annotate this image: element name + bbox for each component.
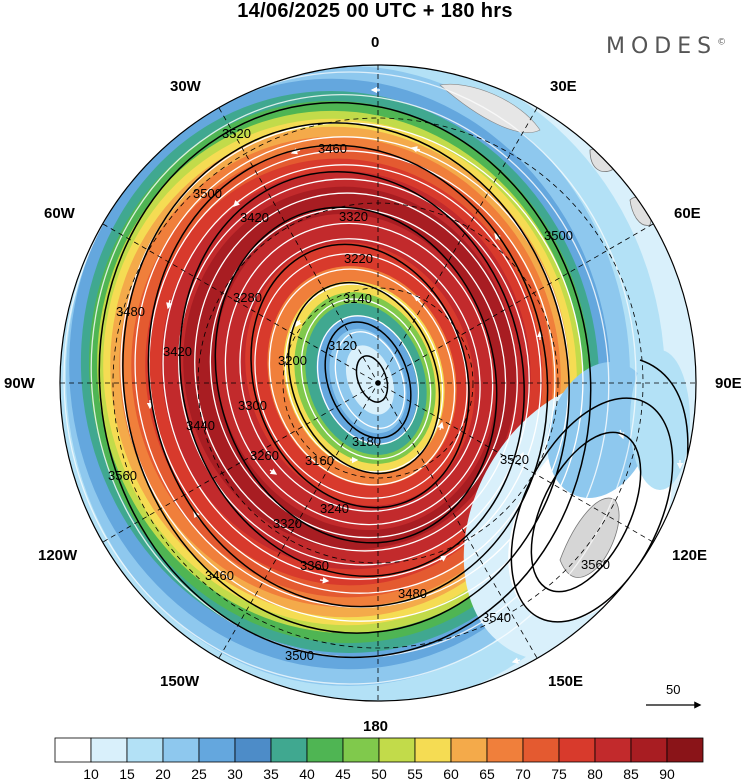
colorbar-swatch <box>270 737 308 763</box>
colorbar-swatch <box>486 737 524 763</box>
colorbar-tick-label: 40 <box>299 766 315 782</box>
contour-label: 3480 <box>116 304 145 319</box>
contour-label: 3360 <box>300 558 329 573</box>
colorbar-swatch <box>630 737 668 763</box>
contour-label: 3560 <box>581 557 610 572</box>
contour-label: 3420 <box>240 210 269 225</box>
lon-label-150e: 150E <box>548 673 584 690</box>
colorbar-tick-label: 60 <box>443 766 459 782</box>
reference-vector-arrow <box>646 701 702 709</box>
colorbar-swatch <box>378 737 416 763</box>
reference-vector-label: 50 <box>666 682 681 697</box>
colorbar-tick-label: 70 <box>515 766 531 782</box>
contour-label: 3460 <box>318 141 347 156</box>
lon-label-180: 180 <box>363 718 389 735</box>
contour-label: 3240 <box>320 501 349 516</box>
colorbar-swatch <box>594 737 632 763</box>
contour-label: 3540 <box>482 610 511 625</box>
contour-label: 3200 <box>278 353 307 368</box>
contour-label: 3520 <box>222 126 251 141</box>
lon-label-30w: 30W <box>170 78 201 95</box>
wind-streamlines <box>63 71 637 685</box>
lon-label-150w: 150W <box>160 673 200 690</box>
contour-label: 3440 <box>186 418 215 433</box>
colorbar-tick-label: 30 <box>227 766 243 782</box>
colorbar-tick-label: 10 <box>83 766 99 782</box>
contour-label: 3420 <box>163 344 192 359</box>
lon-label-90w: 90W <box>4 375 35 392</box>
colorbar-tick-label: 35 <box>263 766 279 782</box>
contour-label: 3520 <box>500 452 529 467</box>
colorbar-tick-label: 85 <box>623 766 639 782</box>
colorbar-tick-label: 90 <box>659 766 675 782</box>
colorbar-swatch <box>342 737 380 763</box>
contour-label: 3140 <box>343 291 372 306</box>
lon-label-30e: 30E <box>550 78 577 95</box>
colorbar-swatch <box>522 737 560 763</box>
lon-label-120e: 120E <box>672 547 708 564</box>
colorbar-swatch <box>234 737 272 763</box>
lon-label-120w: 120W <box>38 547 78 564</box>
graticule <box>60 65 696 701</box>
contour-label: 3180 <box>352 434 381 449</box>
colorbar-tick-label: 80 <box>587 766 603 782</box>
colorbar-swatch <box>90 737 128 763</box>
brand-logo: MODES© <box>606 34 726 59</box>
colorbar-swatch <box>162 737 200 763</box>
contour-label: 3120 <box>328 338 357 353</box>
contour-label: 3320 <box>273 516 302 531</box>
contour-label: 3500 <box>285 648 314 663</box>
colorbar-tick-label: 25 <box>191 766 207 782</box>
colorbar-swatch <box>450 737 488 763</box>
colorbar-swatch <box>666 737 704 763</box>
colorbar-swatch <box>54 737 92 763</box>
colorbar-swatch <box>558 737 596 763</box>
lon-label-60e: 60E <box>674 205 701 222</box>
contour-label-group: 3520 3460 3420 3320 3280 3500 3480 3420 … <box>108 126 610 663</box>
contour-label: 3300 <box>238 398 267 413</box>
contour-label: 3220 <box>344 251 373 266</box>
colorbar-tick-label: 45 <box>335 766 351 782</box>
colorbar-swatch <box>306 737 344 763</box>
lon-label-60w: 60W <box>44 205 75 222</box>
contour-label: 3460 <box>205 568 234 583</box>
brand-name: MODES <box>606 34 718 59</box>
contour-label: 3280 <box>233 290 262 305</box>
colorbar-tick-label: 75 <box>551 766 567 782</box>
colorbar-tick-label: 20 <box>155 766 171 782</box>
contour-label: 3500 <box>193 186 222 201</box>
contour-label: 3560 <box>108 468 137 483</box>
contour-label: 3160 <box>305 453 334 468</box>
colorbar-tick-label: 15 <box>119 766 135 782</box>
streamline-arrows <box>107 86 684 664</box>
colorbar-tick-label: 50 <box>371 766 387 782</box>
contour-label: 3500 <box>544 228 573 243</box>
lon-label-90e: 90E <box>715 375 742 392</box>
map-boundary <box>59 64 697 702</box>
colorbar-tick-label: 65 <box>479 766 495 782</box>
contour-label: 3480 <box>398 586 427 601</box>
colorbar <box>54 737 704 763</box>
colorbar-swatch <box>198 737 236 763</box>
colorbar-swatch <box>126 737 164 763</box>
contour-label: 3320 <box>339 209 368 224</box>
map-title: 14/06/2025 00 UTC + 180 hrs <box>237 0 513 22</box>
contour-label: 3260 <box>250 448 279 463</box>
brand-mark: © <box>717 37 727 48</box>
lon-label-0: 0 <box>371 34 380 51</box>
colorbar-tick-label: 55 <box>407 766 423 782</box>
colorbar-swatch <box>414 737 452 763</box>
